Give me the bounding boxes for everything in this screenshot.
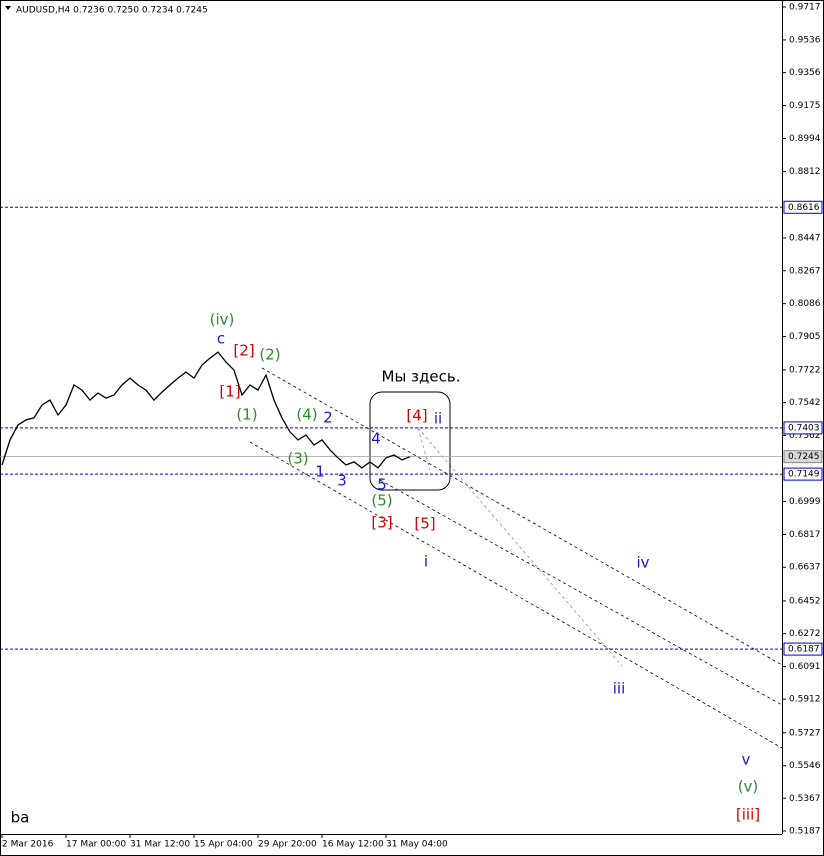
y-tick-label: 0.9536 xyxy=(789,35,821,45)
y-tick-label: 0.7905 xyxy=(789,332,821,342)
wave-label: v xyxy=(742,751,751,769)
level-label-box xyxy=(783,450,823,464)
wave-label: i xyxy=(424,553,428,571)
wave-label: 2 xyxy=(323,409,333,427)
y-tick-label: 0.5187 xyxy=(789,827,821,837)
y-tick-label: 0.5727 xyxy=(789,728,821,738)
wave-label: (5) xyxy=(371,492,392,510)
wave-label: iii xyxy=(613,680,626,698)
y-tick-label: 0.5367 xyxy=(789,794,821,804)
y-tick-label: 0.6817 xyxy=(789,530,821,540)
x-tick-label: 17 Mar 00:00 xyxy=(66,840,126,850)
wave-label: [1] xyxy=(219,383,240,401)
y-tick-label: 0.5546 xyxy=(789,761,821,771)
wave-label: 3 xyxy=(337,472,347,490)
y-tick-label: 0.6091 xyxy=(789,662,821,672)
y-tick-label: 0.6999 xyxy=(789,497,821,507)
y-tick-label: 0.7542 xyxy=(789,398,821,408)
y-tick-label: 0.9717 xyxy=(789,3,821,13)
wave-label: ba xyxy=(11,809,30,827)
price-line xyxy=(1,351,411,469)
wave-label: Мы здесь. xyxy=(382,368,461,386)
y-tick-label: 0.9175 xyxy=(789,101,821,111)
wave-label: 1 xyxy=(315,463,325,481)
y-tick-label: 0.8447 xyxy=(789,234,821,244)
y-tick-label: 0.7362 xyxy=(789,431,821,441)
header: AUDUSD,H4 0.7236 0.7250 0.7234 0.7245 xyxy=(16,6,208,16)
x-tick-label: 16 May 12:00 xyxy=(322,840,384,850)
x-tick-label: 31 Mar 12:00 xyxy=(130,840,190,850)
wave-label: (iv) xyxy=(210,311,235,329)
level-label-box xyxy=(783,200,823,214)
menu-icon[interactable] xyxy=(5,6,11,10)
wave-label: c xyxy=(217,330,225,348)
y-tick-label: 0.6637 xyxy=(789,563,821,573)
channel-lines xyxy=(249,367,783,749)
y-tick-label: 0.5912 xyxy=(789,695,821,705)
wave-label: (1) xyxy=(236,406,257,424)
y-tick-label: 0.8994 xyxy=(789,134,821,144)
x-tick-label: 15 Apr 04:00 xyxy=(194,840,253,850)
wave-label: (v) xyxy=(738,778,759,796)
wave-label: 4 xyxy=(371,430,381,448)
y-tick-label: 0.6272 xyxy=(789,629,821,639)
level-label: 0.7403 xyxy=(788,423,820,433)
wave-label: [3] xyxy=(371,514,392,532)
wave-label: ii xyxy=(434,410,442,428)
wave-label: (4) xyxy=(296,406,317,424)
level-label: 0.7245 xyxy=(788,452,820,462)
wave-label: [5] xyxy=(414,515,435,533)
wave-label: [2] xyxy=(233,342,254,360)
y-tick-label: 0.9356 xyxy=(789,68,821,78)
wave-label: (2) xyxy=(259,346,280,364)
wave-label: 5 xyxy=(377,476,387,494)
wave-label: [iii] xyxy=(736,806,760,824)
y-tick-label: 0.6452 xyxy=(789,596,821,606)
level-label-box xyxy=(783,421,823,435)
level-label-box xyxy=(783,467,823,481)
x-tick-label: 29 Apr 20:00 xyxy=(258,840,317,850)
focus-box xyxy=(369,391,451,491)
y-tick-label: 0.7722 xyxy=(789,365,821,375)
level-label: 0.6187 xyxy=(788,645,820,655)
level-label: 0.7149 xyxy=(788,470,820,480)
y-tick-label: 0.8267 xyxy=(789,266,821,276)
y-tick-label: 0.8086 xyxy=(789,299,821,309)
x-tick-label: 2 Mar 2016 xyxy=(2,840,54,850)
level-label: 0.8616 xyxy=(788,203,820,213)
wave-label: (3) xyxy=(287,450,308,468)
x-tick-label: 31 May 04:00 xyxy=(386,840,448,850)
wave-label: [4] xyxy=(406,407,427,425)
level-label-box xyxy=(783,642,823,656)
wave-label: iv xyxy=(636,554,649,572)
y-tick-label: 0.8812 xyxy=(789,167,821,177)
